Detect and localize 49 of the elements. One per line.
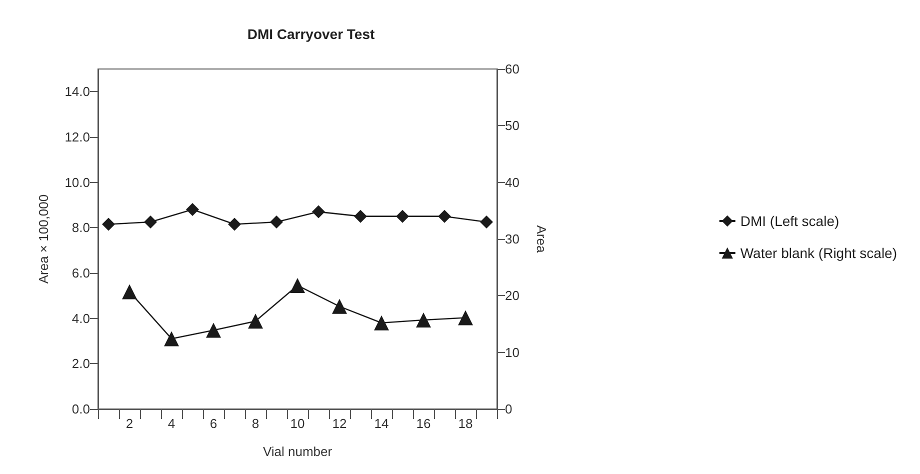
point [332, 298, 347, 314]
point [270, 216, 283, 228]
point [102, 218, 115, 231]
y2-tick-label: 20 [505, 288, 520, 304]
point [144, 216, 157, 228]
x-tick-label: 4 [168, 416, 176, 431]
y2-axis-title: Area [534, 225, 549, 254]
point [312, 205, 325, 218]
y2-tick-label: 10 [505, 344, 520, 360]
y-tick-label: 12.0 [64, 130, 90, 144]
point [458, 310, 473, 326]
point [122, 284, 137, 300]
x-tick-label: 16 [416, 416, 431, 431]
point [354, 210, 367, 223]
x-tick-label: 10 [290, 416, 305, 431]
y2-tick-label: 30 [505, 232, 520, 246]
y2-tick-label: 0 [505, 402, 512, 416]
y-tick-label: 0.0 [72, 402, 90, 416]
point [206, 322, 221, 338]
legend-label: DMI (Left scale) [740, 213, 840, 229]
y-tick-label: 2.0 [72, 356, 90, 372]
point [228, 218, 241, 231]
x-tick-label: 14 [374, 416, 389, 431]
y2-tick-label: 40 [505, 174, 520, 190]
x-axis-title: Vial number [262, 444, 333, 459]
x-tick-label: 12 [332, 416, 347, 431]
y-axis-title: Area × 100,000 [36, 194, 51, 284]
y-tick-label: 8.0 [72, 220, 90, 236]
legend-label: Water blank (Right scale) [740, 245, 898, 261]
y-tick-label: 6.0 [72, 266, 90, 280]
x-tick-label: 8 [252, 416, 260, 431]
y-tick-label: 4.0 [72, 310, 90, 326]
x-tick-label: 6 [210, 416, 218, 431]
point [480, 216, 493, 228]
point [438, 210, 451, 223]
point [396, 210, 409, 223]
point [374, 315, 389, 330]
point [290, 278, 305, 293]
y-tick-label: 10.0 [64, 174, 90, 190]
point [416, 312, 431, 328]
point [248, 314, 263, 329]
y2-tick-label: 50 [505, 118, 520, 134]
chart-title: DMI Carryover Test [247, 26, 376, 42]
point [164, 331, 179, 346]
y-tick-label: 14.0 [64, 84, 90, 100]
x-tick-label: 2 [126, 416, 134, 431]
point [186, 203, 199, 216]
x-tick-label: 18 [458, 416, 473, 431]
y2-tick-label: 60 [505, 62, 520, 76]
